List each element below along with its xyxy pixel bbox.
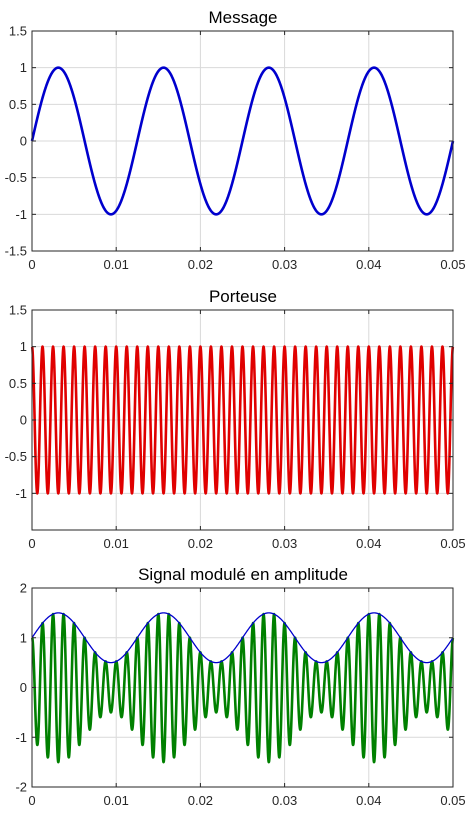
y-tick-label: 1 (20, 60, 27, 75)
series-line-sine (30, 66, 455, 216)
chart-carrier: Porteuse 0 0.01 0.02 0.03 0.04 0.05 -1 -0.5 0 0.5… (5, 287, 466, 551)
y-tick-label: -1 (15, 730, 27, 745)
y-tick-label: 0.5 (9, 97, 27, 112)
y-tick-label: 0 (20, 134, 27, 149)
y-tick-label: -0.5 (5, 170, 27, 185)
x-tick-label: 0 (28, 536, 35, 551)
y-tick-label: 1 (20, 630, 27, 645)
y-tick-label: -1.5 (5, 244, 27, 259)
chart-title-carrier: Porteuse (209, 287, 277, 306)
x-tick-label: 0.05 (440, 793, 465, 808)
x-tick-label: 0.03 (272, 257, 297, 272)
y-tick-label: 0 (20, 680, 27, 695)
x-tick-label: 0.03 (272, 536, 297, 551)
x-tick-label: 0.02 (188, 536, 213, 551)
x-tick-label: 0.04 (356, 793, 381, 808)
x-tick-label: 0.05 (440, 257, 465, 272)
y-tick-label: -1 (15, 207, 27, 222)
y-tick-label: -1 (15, 486, 27, 501)
y-tick-label: 1.5 (9, 303, 27, 318)
x-tick-label: 0 (28, 257, 35, 272)
y-tick-label: 1 (20, 339, 27, 354)
chart-message: Message 0 0.01 0.02 0.03 0.04 0.05 -1.5 -1 -0.5 0… (5, 8, 466, 272)
series-line-envelope (31, 612, 454, 664)
series-line-cosine (30, 345, 455, 495)
x-tick-label: 0.02 (188, 793, 213, 808)
x-tick-label: 0.01 (104, 793, 129, 808)
y-tick-label: -0.5 (5, 449, 27, 464)
x-tick-label: 0.01 (104, 536, 129, 551)
y-tick-label: 0.5 (9, 376, 27, 391)
x-tick-label: 0 (28, 793, 35, 808)
x-tick-label: 0.02 (188, 257, 213, 272)
x-tick-label: 0.03 (272, 793, 297, 808)
chart-title-message: Message (209, 8, 278, 27)
x-tick-label: 0.01 (104, 257, 129, 272)
y-tick-label: 2 (20, 581, 27, 596)
x-tick-label: 0.04 (356, 536, 381, 551)
y-tick-label: 1.5 (9, 24, 27, 39)
chart-am-signal: Signal modulé en amplitude 0 0.01 0.02 0.03… (15, 565, 465, 808)
chart-title-am-signal: Signal modulé en amplitude (138, 565, 348, 584)
x-tick-label: 0.05 (440, 536, 465, 551)
y-tick-label: -2 (15, 780, 27, 795)
y-tick-label: 0 (20, 413, 27, 428)
x-tick-label: 0.04 (356, 257, 381, 272)
